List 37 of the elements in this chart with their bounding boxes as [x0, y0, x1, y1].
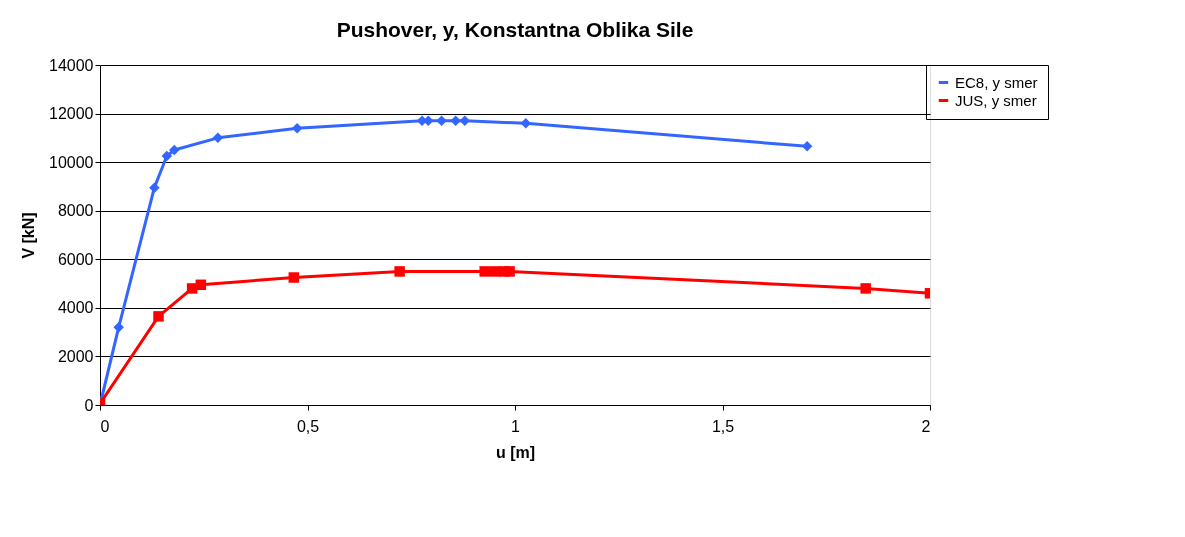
y-tick-label: 12000	[49, 105, 94, 123]
point	[291, 122, 303, 134]
point	[161, 150, 173, 162]
point	[504, 266, 515, 277]
point	[801, 141, 813, 152]
point	[520, 118, 532, 129]
x-tick-label: 0,5	[296, 417, 320, 435]
point	[450, 115, 461, 127]
point	[212, 132, 224, 144]
chart-title: Pushover, y, Konstantna Oblika Sile	[336, 18, 694, 41]
y-axis-title: V [kN]	[20, 212, 38, 259]
point	[113, 322, 124, 333]
y-tick-label: 14000	[49, 56, 94, 74]
x-tick-label: 0	[100, 417, 110, 435]
y-tick-label: 10000	[49, 153, 94, 171]
point	[153, 311, 164, 322]
point	[169, 144, 180, 156]
y-tick-label: 0	[84, 396, 94, 414]
x-tick-label: 2	[921, 417, 931, 435]
legend-label: EC8, y smer	[955, 73, 1038, 91]
point	[149, 182, 160, 193]
y-tick-label: 6000	[57, 250, 94, 268]
point	[186, 283, 198, 294]
point	[394, 266, 405, 277]
x-tick-label: 1	[511, 417, 521, 435]
point	[288, 272, 300, 283]
y-tick-label: 8000	[57, 202, 94, 220]
point	[436, 115, 447, 127]
y-tick-label: 4000	[57, 299, 94, 317]
point	[860, 283, 871, 294]
x-tick-label: 1,5	[711, 417, 735, 435]
x-axis-title: u [m]	[495, 443, 536, 461]
y-tick-label: 2000	[57, 347, 94, 365]
point	[479, 266, 490, 277]
point	[489, 266, 501, 277]
legend-label: JUS, y smer	[955, 91, 1037, 109]
point	[195, 279, 207, 291]
